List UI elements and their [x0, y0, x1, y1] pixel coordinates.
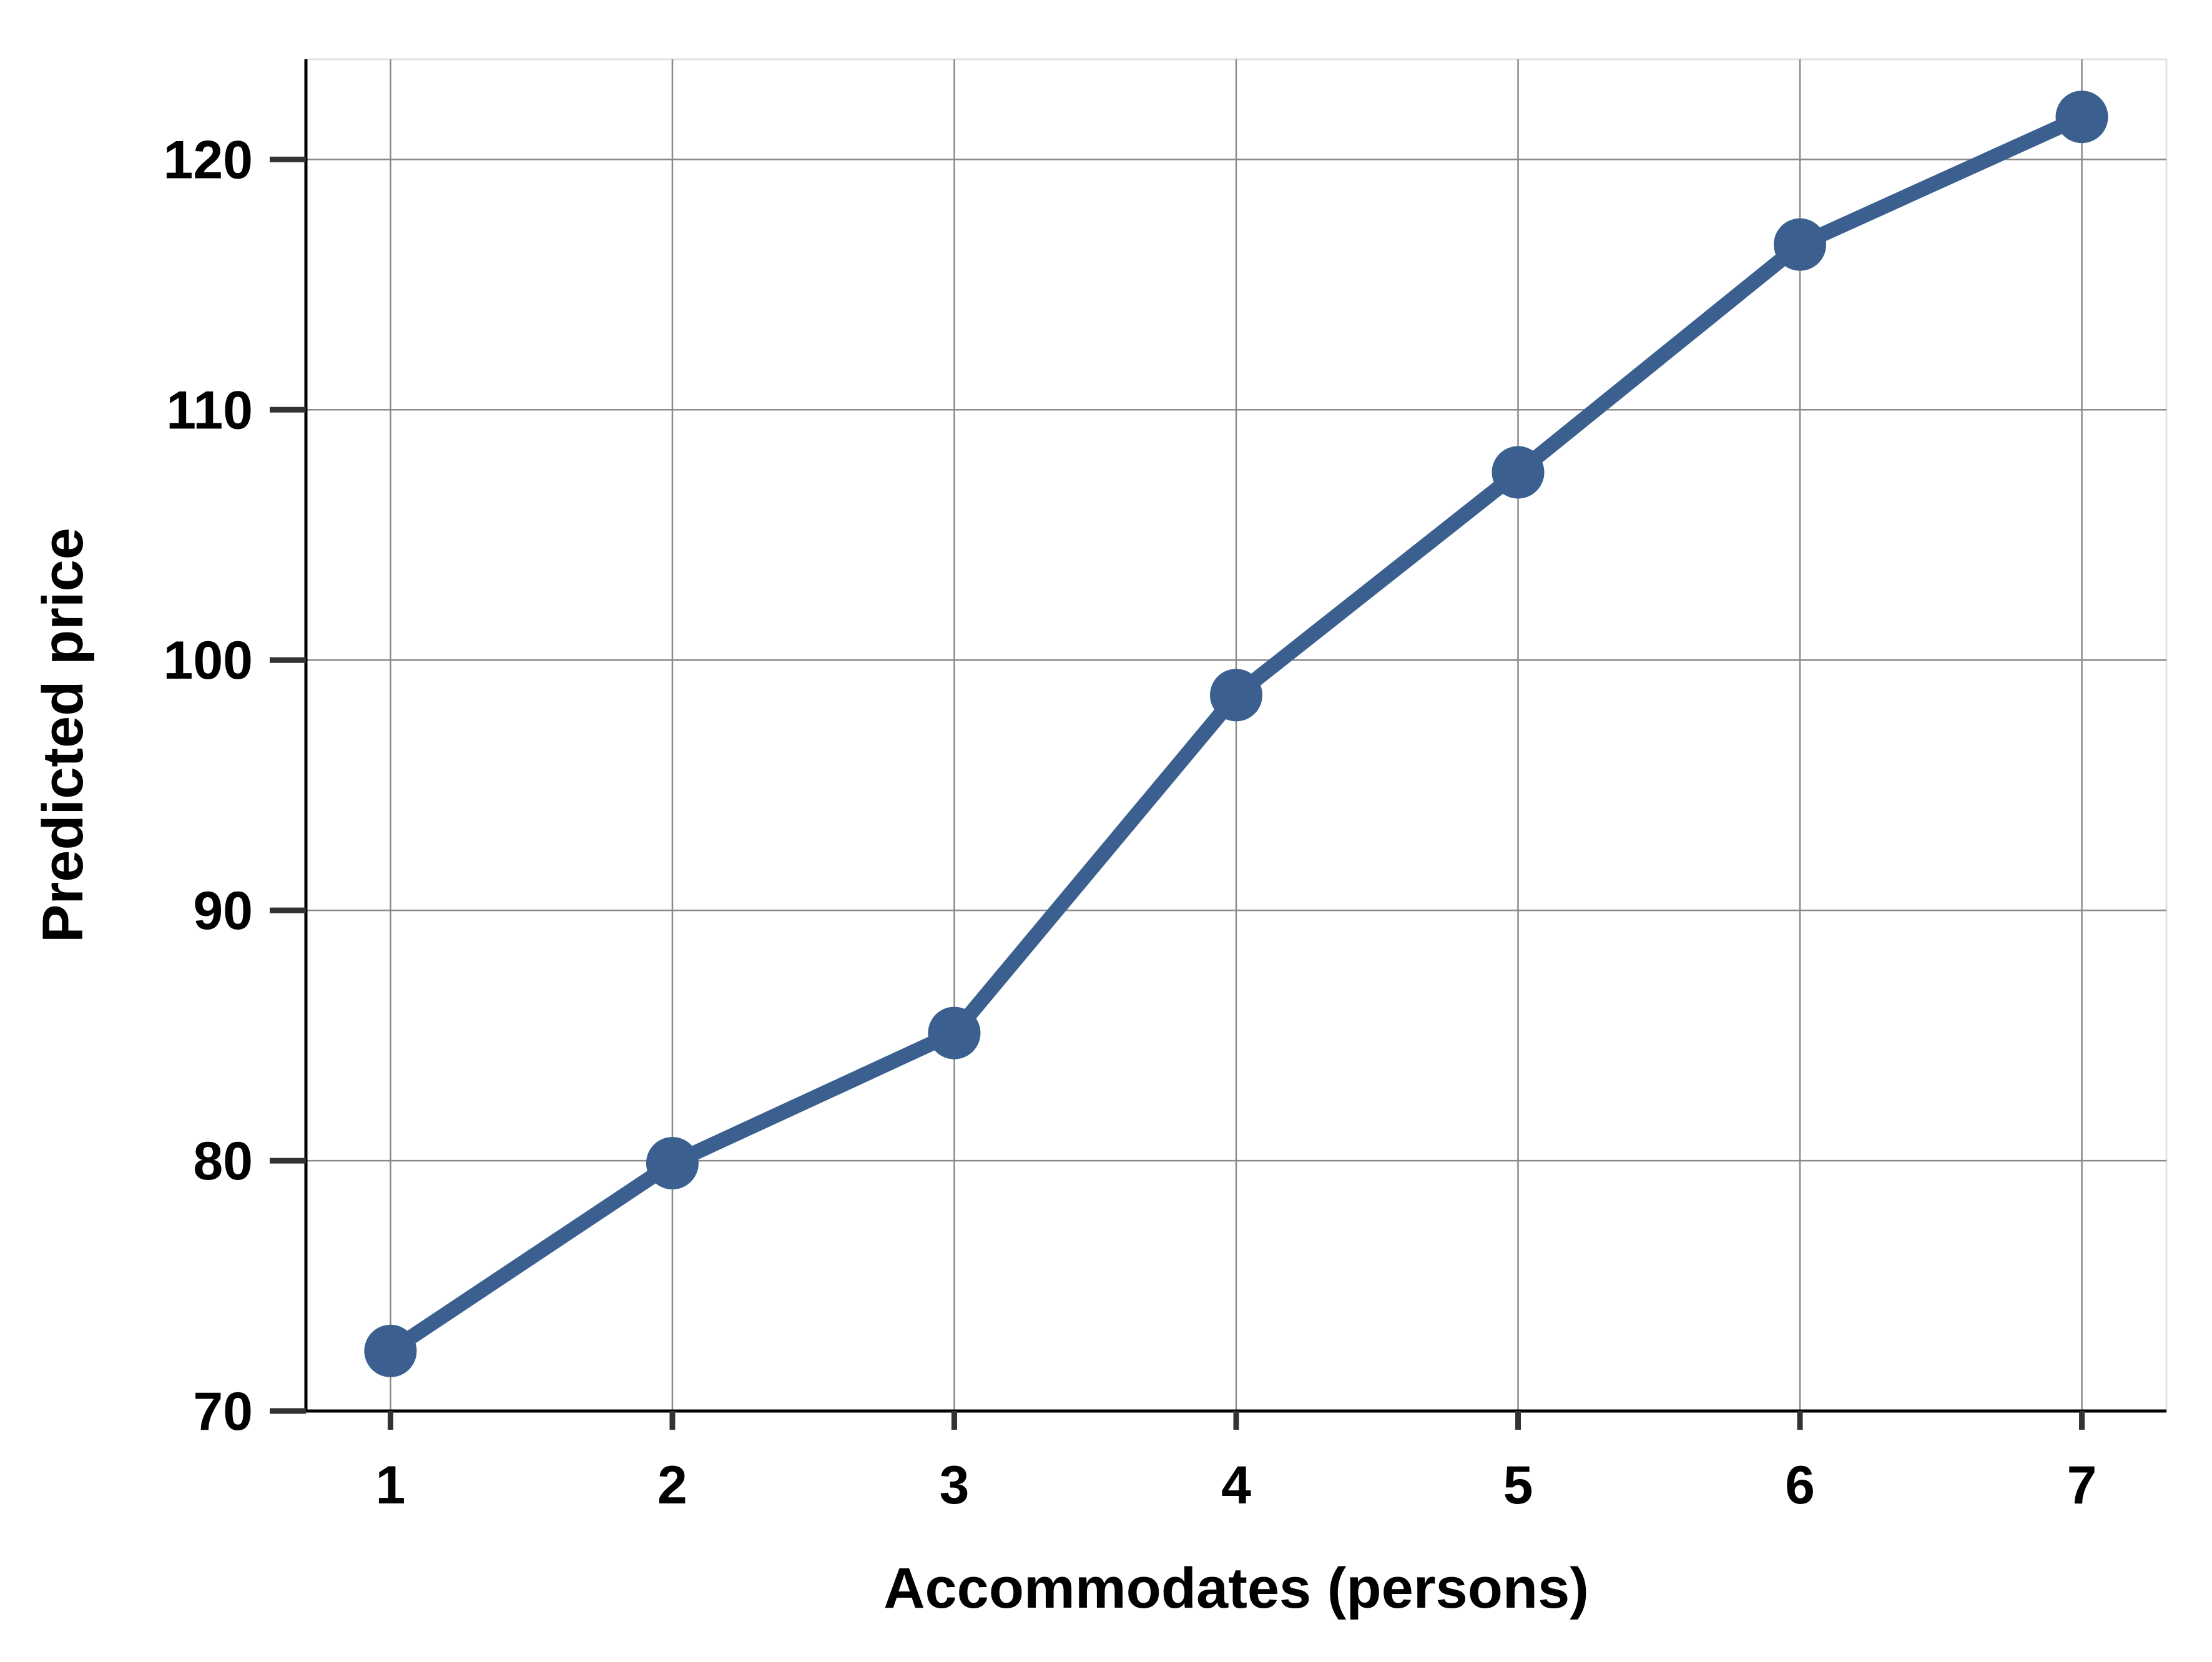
data-point	[646, 1137, 699, 1190]
x-tick-label: 6	[1785, 1455, 1815, 1515]
y-tick-label: 70	[193, 1382, 253, 1442]
x-tick-label: 2	[657, 1455, 687, 1515]
data-point	[1492, 446, 1545, 499]
axes: 1 2 3 4 5 6 7 70 80 90 100 110 120	[164, 59, 2166, 1515]
data-point	[1774, 218, 1827, 271]
y-tick-label: 100	[164, 631, 253, 691]
data-point	[928, 1006, 981, 1060]
axis-labels: Accommodates (persons) Predicted price	[31, 528, 1589, 1620]
grid	[305, 58, 2168, 1412]
data-point	[1210, 669, 1262, 722]
y-tick-label: 110	[166, 380, 253, 440]
y-tick-label: 80	[193, 1131, 253, 1191]
data-point	[364, 1324, 417, 1377]
series	[364, 91, 2108, 1377]
x-tick-label: 7	[2067, 1455, 2097, 1515]
x-tick-label: 4	[1221, 1455, 1251, 1515]
x-tick-label: 1	[376, 1455, 406, 1515]
x-axis-label: Accommodates (persons)	[883, 1556, 1589, 1620]
y-axis-label: Predicted price	[31, 528, 95, 943]
y-tick-label: 90	[193, 881, 253, 941]
x-tick-label: 3	[940, 1455, 970, 1515]
x-tick-label: 5	[1503, 1455, 1533, 1515]
y-tick-label: 120	[164, 130, 253, 190]
data-point	[2055, 91, 2108, 144]
